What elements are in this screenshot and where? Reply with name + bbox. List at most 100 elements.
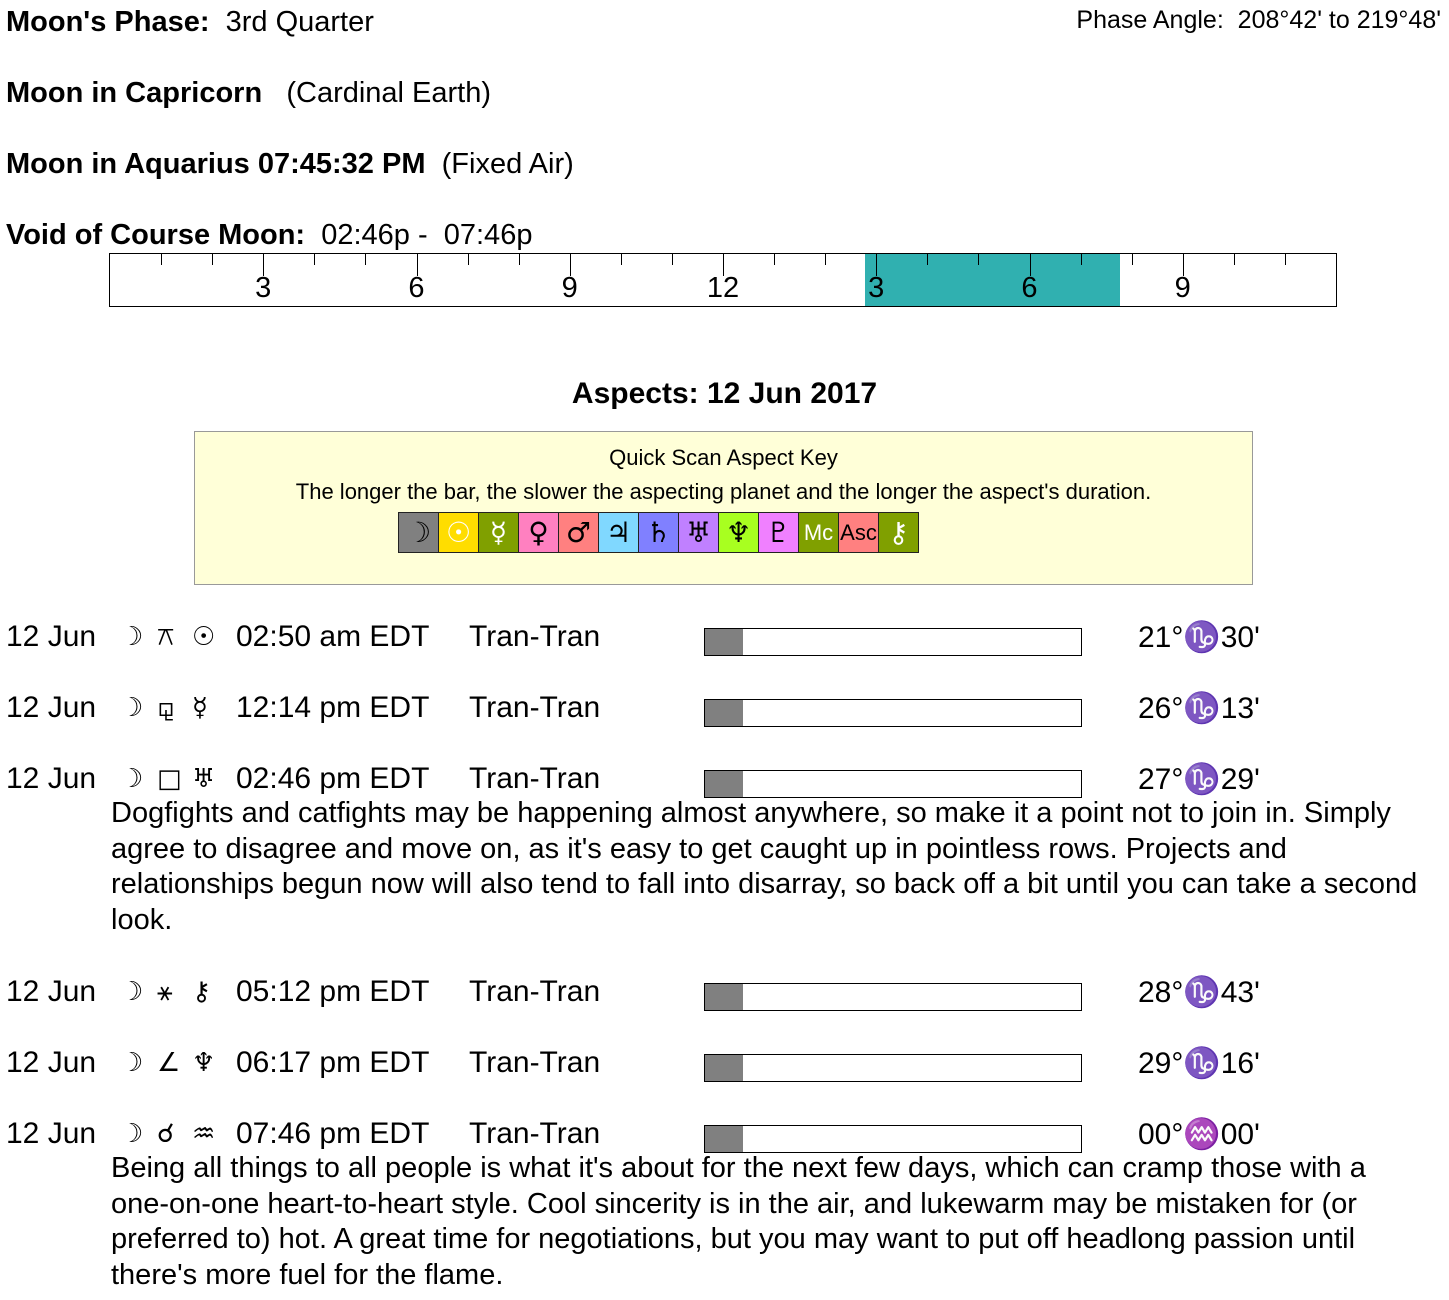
- aspect-type: Tran-Tran: [469, 1117, 601, 1150]
- aspect-type: Tran-Tran: [469, 975, 601, 1008]
- aspect-row: 12 Jun ☽ ☌ ♒ 07:46 pm EDT Tran-Tran 00°♒…: [0, 1117, 1449, 1153]
- hour-label: 9: [561, 272, 578, 304]
- aspect-date: 12 Jun: [6, 620, 97, 653]
- duration-bar: [704, 770, 1082, 798]
- duration-bar-fill: [705, 700, 743, 726]
- moon-sign-1: Moon in Capricorn (Cardinal Earth): [6, 77, 491, 110]
- planet-icon: ☿: [192, 693, 208, 723]
- duration-bar-fill: [705, 1055, 743, 1081]
- hour-tick: [620, 254, 622, 265]
- mars-icon: ♂: [559, 513, 599, 552]
- aspect-icon: ∠: [157, 1048, 181, 1078]
- chiron-icon: ⚷: [879, 513, 918, 552]
- aspect-position: 27°♑29': [1138, 763, 1260, 796]
- duration-bar-fill: [705, 771, 743, 797]
- moon-icon: ☽: [120, 764, 144, 794]
- aspect-icon: □: [157, 764, 182, 794]
- aspect-time: 05:12 pm EDT: [236, 975, 430, 1008]
- duration-bar: [704, 1054, 1082, 1082]
- jupiter-icon: ♃: [599, 513, 639, 552]
- aspect-key: Quick Scan Aspect Key The longer the bar…: [194, 431, 1253, 585]
- hour-tick: [569, 254, 571, 276]
- hour-tick: [671, 254, 673, 265]
- moon-sign-2: Moon in Aquarius 07:45:32 PM (Fixed Air): [6, 148, 574, 181]
- ascendant-icon: Asc: [839, 513, 879, 552]
- aspect-icon: ☌: [157, 1119, 175, 1149]
- aspect-row: 12 Jun ☽ □ ♅ 02:46 pm EDT Tran-Tran 27°♑…: [0, 762, 1449, 798]
- moon-icon: ☽: [120, 1119, 144, 1149]
- duration-bar-fill: [705, 1126, 743, 1152]
- mercury-icon: ☿: [479, 513, 519, 552]
- pluto-icon: ♇: [759, 513, 799, 552]
- hour-tick: [723, 254, 724, 276]
- moon-sign-2-label: Moon in Aquarius 07:45:32 PM: [6, 148, 426, 180]
- aspect-type: Tran-Tran: [469, 762, 601, 795]
- hour-label: 6: [1021, 272, 1038, 304]
- hour-tick: [978, 254, 980, 265]
- hour-label: 12: [706, 272, 740, 304]
- aspect-date: 12 Jun: [6, 1046, 97, 1079]
- moon-sign-2-element: (Fixed Air): [441, 148, 574, 180]
- hour-tick: [825, 254, 827, 265]
- aspects-title: Aspects: 12 Jun 2017: [571, 377, 878, 410]
- aspect-type: Tran-Tran: [469, 691, 601, 724]
- moon-icon: ☽: [120, 977, 144, 1007]
- hour-label: 3: [255, 272, 272, 304]
- venus-icon: ♀: [519, 513, 559, 552]
- duration-bar: [704, 1125, 1082, 1153]
- moon-icon: ☽: [120, 693, 144, 723]
- aspect-icon: ⚼: [157, 693, 175, 723]
- aspect-icon: ⚻: [157, 622, 175, 652]
- aspect-row: 12 Jun ☽ ⚻ ☉ 02:50 am EDT Tran-Tran 21°♑…: [0, 620, 1449, 656]
- aspect-type: Tran-Tran: [469, 1046, 601, 1079]
- aspect-key-title: Quick Scan Aspect Key: [609, 445, 838, 470]
- hour-tick: [161, 254, 163, 265]
- aspect-row: 12 Jun ☽ ⚼ ☿ 12:14 pm EDT Tran-Tran 26°♑…: [0, 691, 1449, 727]
- aspect-date: 12 Jun: [6, 1117, 97, 1150]
- moon-phase: Moon's Phase: 3rd Quarter: [6, 6, 374, 39]
- aspect-row: 12 Jun ☽ ⚹ ⚷ 05:12 pm EDT Tran-Tran 28°♑…: [0, 975, 1449, 1011]
- hour-tick: [314, 254, 316, 265]
- hour-label: 6: [408, 272, 425, 304]
- aspect-date: 12 Jun: [6, 762, 97, 795]
- hour-tick: [1029, 254, 1031, 276]
- aspect-description: Being all things to all people is what i…: [111, 1152, 1366, 1291]
- aspect-date: 12 Jun: [6, 975, 97, 1008]
- aspect-row: 12 Jun ☽ ∠ ♆ 06:17 pm EDT Tran-Tran 29°♑…: [0, 1046, 1449, 1082]
- saturn-icon: ♄: [639, 513, 679, 552]
- phase-value: 3rd Quarter: [225, 6, 374, 38]
- hour-tick: [1233, 254, 1235, 265]
- duration-bar-fill: [705, 629, 743, 655]
- aspect-icon: ⚹: [157, 977, 173, 1007]
- duration-bar: [704, 699, 1082, 727]
- aspect-position: 29°♑16': [1138, 1047, 1260, 1080]
- aspect-date: 12 Jun: [6, 691, 97, 724]
- hour-tick: [927, 254, 929, 265]
- hour-label: 3: [868, 272, 885, 304]
- planet-icon: ♅: [192, 764, 216, 794]
- void-of-course-timeline: 3 6 9 12 3 6 9: [109, 253, 1337, 307]
- duration-bar-fill: [705, 984, 743, 1010]
- hour-tick: [212, 254, 214, 265]
- duration-bar: [704, 628, 1082, 656]
- hour-tick: [263, 254, 265, 276]
- aspect-position: 21°♑30': [1138, 621, 1260, 654]
- duration-bar: [704, 983, 1082, 1011]
- midheaven-icon: Mc: [799, 513, 839, 552]
- planet-icon: ♆: [192, 1048, 216, 1078]
- planet-color-legend: ☽ ☉ ☿ ♀ ♂ ♃ ♄ ♅ ♆ ♇ Mc Asc ⚷: [398, 512, 919, 553]
- aspect-position: 26°♑13': [1138, 692, 1260, 725]
- moon-icon: ☽: [120, 1048, 144, 1078]
- moon-sign-1-label: Moon in Capricorn: [6, 77, 263, 109]
- aspect-time: 02:46 pm EDT: [236, 762, 430, 795]
- aspect-position: 00°♒00': [1138, 1118, 1260, 1151]
- aspect-time: 06:17 pm EDT: [236, 1046, 430, 1079]
- phase-angle-value: 208°42' to 219°48': [1237, 6, 1441, 34]
- hour-tick: [467, 254, 469, 265]
- phase-angle-label: Phase Angle:: [1076, 6, 1224, 34]
- hour-tick: [1182, 254, 1184, 276]
- void-of-course: Void of Course Moon: 02:46p - 07:46p: [6, 219, 532, 252]
- hour-tick: [876, 254, 878, 276]
- neptune-icon: ♆: [719, 513, 759, 552]
- aspect-key-subtitle: The longer the bar, the slower the aspec…: [295, 479, 1152, 504]
